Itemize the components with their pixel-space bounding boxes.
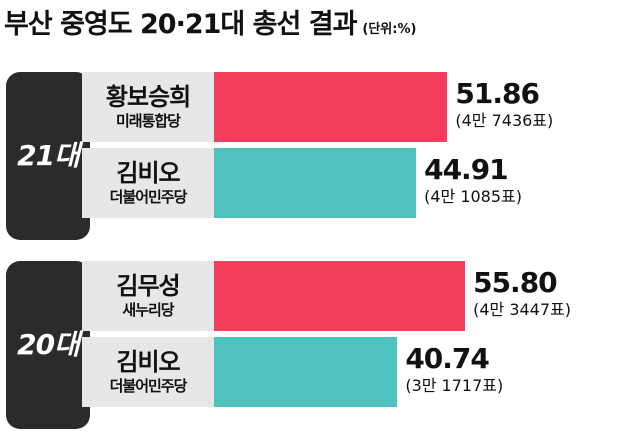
candidate-row: 김비오 더불어민주당 44.91 (4만 1085표): [6, 148, 636, 218]
candidate-name: 김비오: [116, 159, 180, 187]
party-name: 더불어민주당: [109, 188, 188, 206]
election-group-21: 21대 황보승희 미래통합당 51.86 (4만 7436표) 김비오 더불어민…: [6, 72, 636, 240]
year-tab: [6, 72, 90, 240]
vote-share-bar: [214, 148, 417, 218]
candidate-name: 김비오: [116, 348, 180, 376]
value-block: 40.74 (3만 1717표): [405, 343, 503, 397]
value-block: 55.80 (4만 3447표): [473, 267, 571, 321]
party-name: 더불어민주당: [109, 377, 188, 395]
chart-title-block: 부산 중영도 20·21대 총선 결과 (단위:%): [4, 2, 416, 42]
chart-title: 부산 중영도 20·21대 총선 결과: [4, 9, 357, 40]
vote-share-value: 44.91: [424, 153, 509, 186]
value-block: 44.91 (4만 1085표): [424, 154, 522, 208]
candidate-label-box: 김비오 더불어민주당: [82, 337, 214, 407]
year-tab: [6, 261, 90, 429]
year-label: 21대: [17, 139, 80, 172]
vote-count: (4만 7436표): [455, 111, 554, 130]
candidate-name: 황보승희: [105, 83, 191, 111]
year-label: 20대: [17, 328, 80, 361]
vote-share-value: 55.80: [473, 266, 558, 299]
candidate-row: 김무성 새누리당 55.80 (4만 3447표): [6, 261, 636, 331]
election-group-20: 20대 김무성 새누리당 55.80 (4만 3447표) 김비오 더불어민주당…: [6, 261, 636, 429]
vote-count: (4만 1085표): [424, 187, 523, 206]
vote-share-bar: [214, 261, 466, 331]
candidate-label-box: 김비오 더불어민주당: [82, 148, 214, 218]
vote-share-bar: [214, 337, 398, 407]
candidate-row: 황보승희 미래통합당 51.86 (4만 7436표): [6, 72, 636, 142]
vote-share-bar: [214, 72, 448, 142]
value-block: 51.86 (4만 7436표): [455, 78, 553, 132]
candidate-label-box: 김무성 새누리당: [82, 261, 214, 331]
unit-label: (단위:%): [362, 22, 417, 37]
candidate-label-box: 황보승희 미래통합당: [82, 72, 214, 142]
vote-count: (3만 1717표): [405, 376, 504, 395]
vote-share-value: 51.86: [455, 77, 540, 110]
vote-share-value: 40.74: [405, 342, 490, 375]
candidate-row: 김비오 더불어민주당 40.74 (3만 1717표): [6, 337, 636, 407]
party-name: 미래통합당: [115, 112, 181, 130]
candidate-name: 김무성: [116, 272, 180, 300]
vote-count: (4만 3447표): [473, 300, 572, 319]
party-name: 새누리당: [122, 301, 174, 319]
